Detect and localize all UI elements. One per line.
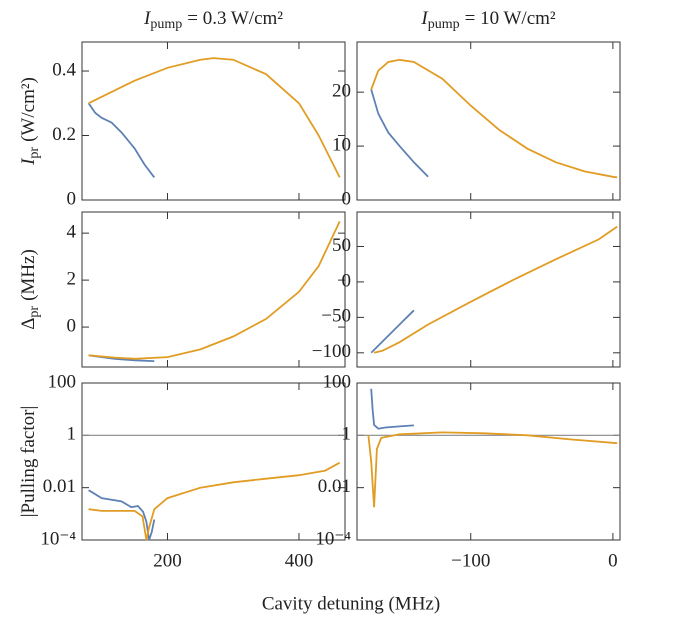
x-tick-label: −100 <box>451 550 490 571</box>
y-label-text: |Pulling factor| <box>18 406 39 518</box>
series-line <box>88 57 341 178</box>
y-label-symbol: I <box>18 157 39 166</box>
y-label-rest: (MHz) <box>18 249 39 301</box>
y-axis-label: Δpr (MHz) <box>18 249 42 330</box>
series-line <box>88 461 341 541</box>
x-axis-label: Cavity detuning (MHz) <box>262 593 440 614</box>
panel-frame <box>356 211 621 368</box>
series-line <box>88 489 156 541</box>
series-line <box>87 102 156 178</box>
y-tick-label: 10 <box>332 134 351 155</box>
series-line <box>370 309 415 354</box>
series-line <box>370 89 429 178</box>
panel-frame <box>356 382 621 541</box>
series-line <box>373 225 618 354</box>
y-tick-label: 0.4 <box>52 59 76 80</box>
title-subscript: pump <box>428 17 460 32</box>
y-tick-label: 1 <box>67 424 77 445</box>
series-line <box>367 431 618 508</box>
title-symbol: I <box>143 8 152 29</box>
panel-frame <box>356 41 621 201</box>
series-line <box>370 388 414 430</box>
y-tick-label: 20 <box>332 81 351 102</box>
x-tick-label: 0 <box>608 550 618 571</box>
y-tick-label: −100 <box>312 341 351 362</box>
y-tick-label: 2 <box>67 268 77 289</box>
y-tick-label: 0.01 <box>318 476 351 497</box>
panel-frame <box>81 211 346 368</box>
y-tick-label: 0 <box>342 188 352 209</box>
x-tick-label: 400 <box>285 550 314 571</box>
panel-frame <box>81 382 346 541</box>
y-tick-label: 0.01 <box>43 476 76 497</box>
y-tick-label: 0 <box>342 270 352 291</box>
y-label-rest: (W/cm²) <box>18 77 39 142</box>
y-tick-label: 0 <box>67 315 77 336</box>
y-label-subscript: pr <box>27 147 42 159</box>
y-tick-label: 1 <box>342 424 352 445</box>
title-rest: = 10 W/cm² <box>465 8 556 29</box>
title-symbol: I <box>420 8 429 29</box>
y-tick-label: 10⁻⁴ <box>315 528 351 549</box>
series-line <box>370 58 618 179</box>
title-subscript: pump <box>150 17 182 32</box>
y-label-subscript: pr <box>27 306 42 318</box>
y-tick-label: 0 <box>67 188 77 209</box>
y-label-symbol: Δ <box>18 318 39 330</box>
y-tick-label: 0.2 <box>52 124 76 145</box>
y-tick-label: 10⁻⁴ <box>40 528 76 549</box>
panel-title: Ipump = 0.3 W/cm² <box>143 8 283 32</box>
y-axis-label: Ipr (W/cm²) <box>18 77 42 166</box>
panel-title: Ipump = 10 W/cm² <box>420 8 556 32</box>
series-line <box>88 221 341 360</box>
x-tick-label: 200 <box>153 550 182 571</box>
y-tick-label: 100 <box>323 371 352 392</box>
y-tick-label: 100 <box>48 371 77 392</box>
panel-frame <box>81 41 346 201</box>
y-tick-label: 50 <box>332 235 351 256</box>
title-rest: = 0.3 W/cm² <box>187 8 283 29</box>
y-tick-label: 4 <box>67 221 77 242</box>
y-axis-label: |Pulling factor| <box>18 406 39 518</box>
y-tick-label: −50 <box>321 306 351 327</box>
